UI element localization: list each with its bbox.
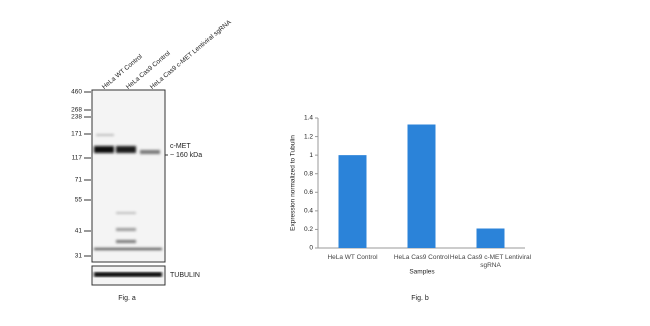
marker-label: 31 bbox=[75, 253, 83, 260]
bar bbox=[407, 124, 436, 248]
x-axis-title: Samples bbox=[409, 269, 435, 276]
marker-label: 268 bbox=[71, 107, 82, 114]
bar bbox=[338, 155, 367, 248]
x-tick-label: HeLa WT Control bbox=[327, 254, 378, 261]
y-tick-label: 1 bbox=[309, 152, 313, 159]
x-tick-label: HeLa Cas9 c-MET Lentiviral sgRNA bbox=[449, 254, 532, 269]
marker-label: 71 bbox=[75, 177, 83, 184]
marker-label: 117 bbox=[72, 155, 83, 162]
blot-membrane bbox=[91, 89, 166, 263]
x-tick-label: HeLa Cas9 Control bbox=[393, 254, 450, 261]
marker-label: 41 bbox=[75, 228, 83, 235]
bar bbox=[476, 228, 505, 248]
marker-label: 460 bbox=[71, 89, 82, 96]
y-tick-label: 0.4 bbox=[304, 208, 313, 215]
caption: Fig. b bbox=[411, 295, 429, 302]
y-tick-label: 0.2 bbox=[304, 226, 313, 233]
marker-label: 55 bbox=[75, 197, 83, 204]
blot-bands bbox=[94, 134, 162, 250]
y-tick-label: 1.4 bbox=[304, 115, 313, 122]
y-tick-label: 0 bbox=[309, 245, 313, 252]
marker-label: 238 bbox=[71, 114, 82, 121]
loading-label: TUBULIN bbox=[170, 272, 200, 279]
caption: Fig. a bbox=[118, 295, 136, 302]
target-label: c-MET bbox=[170, 143, 191, 150]
y-axis-title: Expression normalized to Tubulin bbox=[290, 135, 297, 231]
marker-label: 171 bbox=[71, 131, 82, 138]
tubulin-band bbox=[94, 272, 162, 277]
lane-label: HeLa WT Control bbox=[101, 53, 144, 91]
y-tick-label: 0.8 bbox=[304, 170, 313, 177]
y-tick-label: 1.2 bbox=[304, 133, 313, 140]
y-tick-label: 0.6 bbox=[304, 189, 313, 196]
size-label: ~ 160 kDa bbox=[170, 152, 202, 159]
